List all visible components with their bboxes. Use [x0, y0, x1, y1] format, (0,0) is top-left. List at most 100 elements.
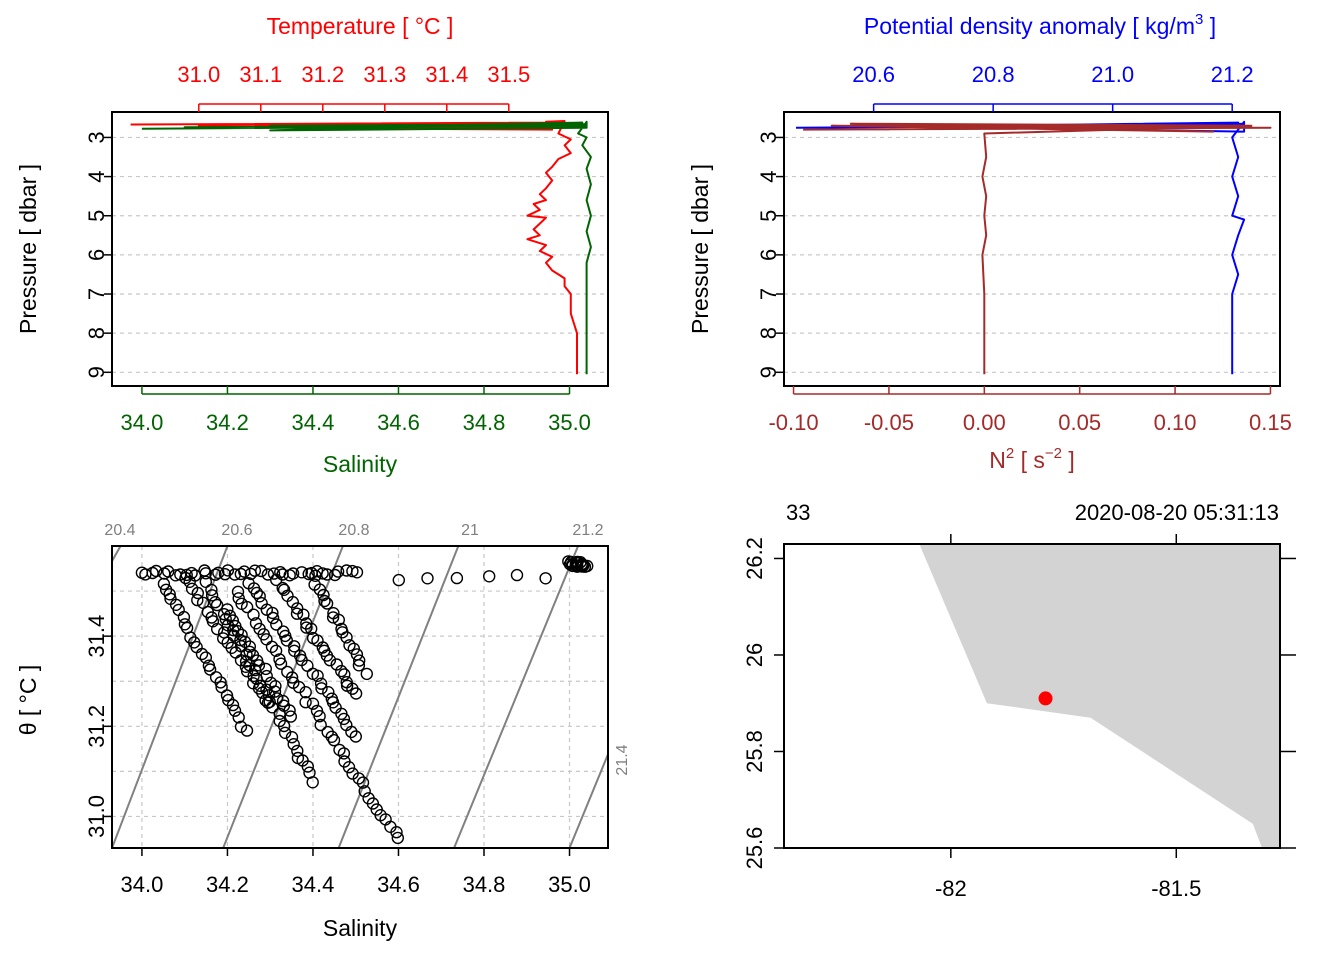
ts-point	[299, 686, 312, 699]
isopycnal-label: 21	[461, 522, 479, 539]
y-tick-label: 7	[84, 288, 109, 300]
land-polygon	[919, 544, 1280, 848]
ts-point	[243, 645, 256, 658]
ts-point	[337, 712, 351, 726]
ts-point	[450, 571, 464, 585]
ts-point	[288, 640, 301, 653]
ts-point	[317, 588, 330, 602]
y-tick-label: 5	[756, 210, 781, 222]
ts-point	[269, 680, 282, 693]
ts-point	[314, 718, 327, 732]
ts-point	[210, 622, 224, 636]
ts-point	[287, 738, 300, 751]
panel-ts-diagram: 20.4 20.6 20.8 21 21.2 21.4 34.0 34.2 34.4 34.6 34…	[15, 522, 809, 941]
top-axis-title-end: ]	[1203, 13, 1216, 39]
panel-density-n2-profile: 3 4 5 6 7 8 9 Pressure [ dbar ] 20.6 20.8 21.0 21.2…	[687, 11, 1292, 473]
ts-point	[318, 594, 331, 608]
ts-point	[232, 711, 245, 724]
ts-point	[231, 625, 245, 638]
ts-point	[335, 664, 348, 678]
top-tick-label: 31.4	[425, 62, 468, 87]
ts-point	[266, 611, 280, 625]
isopycnal-line	[453, 546, 579, 848]
top-tick-label: 31.1	[239, 62, 282, 87]
ts-point	[221, 603, 234, 616]
ts-points	[135, 555, 594, 845]
ts-point	[295, 566, 308, 579]
ts-point	[578, 560, 592, 573]
ts-point	[149, 564, 163, 578]
y-tick-label: 26.2	[742, 537, 767, 580]
station-time-label: 2020-08-20 05:31:13	[1075, 500, 1279, 525]
ts-point	[260, 669, 273, 683]
y-axis-title: Pressure [ dbar ]	[15, 164, 41, 334]
ts-point	[322, 686, 335, 699]
y-tick-label: 3	[84, 131, 109, 143]
ts-point	[338, 668, 351, 681]
ts-point	[286, 567, 300, 580]
ts-point	[277, 583, 291, 596]
bottom-tick-label: 0.05	[1058, 410, 1101, 435]
ts-point	[352, 659, 366, 672]
ts-point	[205, 583, 218, 597]
x-tick-label: 34.6	[377, 872, 420, 897]
bottom-tick-label: 0.00	[963, 410, 1006, 435]
ts-point	[191, 593, 204, 607]
ts-point	[240, 600, 254, 614]
ts-point	[218, 568, 232, 581]
top-tick-label: 20.6	[852, 62, 895, 87]
station-point	[1038, 691, 1053, 706]
ts-point	[278, 726, 292, 739]
bottom-tick-label: 34.0	[121, 410, 164, 435]
ts-point	[195, 647, 209, 661]
isopycnal-line	[337, 546, 460, 848]
salinity-line	[141, 120, 592, 375]
ts-point	[226, 698, 240, 712]
ts-point	[349, 730, 362, 743]
ts-point	[343, 639, 356, 652]
y-axis-title: θ [ °C ]	[15, 665, 41, 736]
x-tick-label: 34.4	[292, 872, 335, 897]
bottom-tick-label: 34.6	[377, 410, 420, 435]
top-tick-label: 20.8	[972, 62, 1015, 87]
ts-point	[483, 570, 496, 583]
bottom-tick-label: 34.4	[292, 410, 335, 435]
ts-point	[353, 654, 366, 667]
ts-point	[350, 566, 364, 579]
x-tick-label: 34.8	[463, 872, 506, 897]
plot-frame	[111, 545, 609, 849]
ts-point	[277, 719, 291, 733]
ts-point	[300, 621, 313, 634]
ts-point	[199, 575, 213, 588]
ts-point	[199, 651, 213, 664]
top-tick-label: 31.0	[177, 62, 220, 87]
ts-point	[243, 640, 257, 653]
ts-point	[221, 564, 235, 577]
isopycnal-label: 21.4	[614, 744, 631, 775]
bottom-axis-title: Salinity	[323, 451, 398, 477]
y-tick-label: 6	[756, 249, 781, 261]
ts-point	[274, 657, 288, 670]
ts-point	[313, 710, 326, 723]
top-tick-label: 21.0	[1091, 62, 1134, 87]
bottom-tick-label: 0.10	[1154, 410, 1197, 435]
panel-station-map: -82 -81.5 25.6 25.8 26 26.2 33 2020-08-20 05:31…	[742, 500, 1296, 901]
bottom-axis-title-mid: [ s	[1014, 447, 1045, 473]
ts-point	[356, 776, 370, 789]
ts-point	[323, 654, 337, 667]
top-axis-title-sup: 3	[1195, 11, 1203, 28]
ts-point	[227, 629, 241, 642]
y-tick-label: 8	[756, 327, 781, 339]
ts-point	[220, 689, 234, 702]
ts-point	[346, 564, 359, 578]
isopycnal-line	[681, 546, 809, 848]
top-tick-label: 21.2	[1211, 62, 1254, 87]
ts-point	[270, 573, 283, 587]
y-tick-label: 4	[756, 170, 781, 182]
ts-point	[327, 734, 341, 747]
ts-point	[299, 696, 312, 709]
ts-point	[320, 568, 334, 581]
ts-point	[247, 608, 260, 621]
bottom-tick-label: 0.15	[1249, 410, 1292, 435]
